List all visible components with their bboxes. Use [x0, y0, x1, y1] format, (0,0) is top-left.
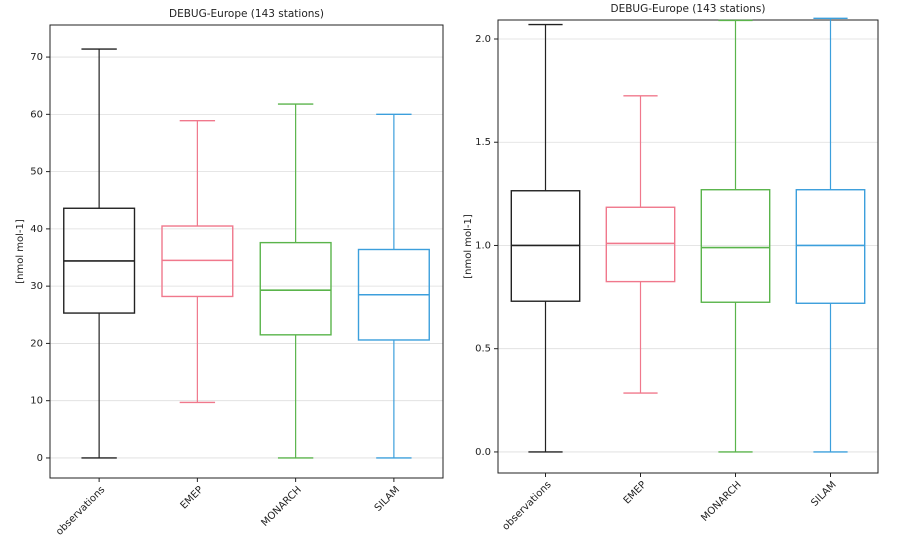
box [161, 225, 234, 298]
x-tick-label: SILAM [809, 479, 838, 508]
chart-title: DEBUG-Europe (143 stations) [611, 3, 766, 15]
plot-frame [497, 19, 879, 474]
y-tick-label: 70 [30, 52, 43, 63]
x-tick-label: EMEP [622, 479, 649, 506]
y-axis-label: [nmol mol-1] [463, 214, 474, 279]
y-tick-label: 0.0 [475, 447, 491, 458]
y-tick-label: 50 [30, 167, 43, 178]
y-tick-label: 0 [37, 453, 43, 464]
y-tick-label: 10 [30, 396, 43, 407]
box [700, 189, 771, 303]
x-tick-label: SILAM [373, 484, 402, 513]
x-tick-label: EMEP [179, 484, 206, 511]
y-tick-label: 0.5 [475, 344, 491, 355]
x-tick-label: observations [500, 479, 553, 532]
box [795, 189, 866, 304]
plot-frame [49, 24, 444, 479]
box [605, 206, 676, 283]
chart-title: DEBUG-Europe (143 stations) [169, 8, 324, 20]
y-tick-label: 1.0 [475, 240, 491, 251]
y-tick-label: 30 [30, 281, 43, 292]
x-tick-label: MONARCH [259, 484, 303, 528]
y-tick-label: 60 [30, 109, 43, 120]
y-tick-label: 2.0 [475, 34, 491, 45]
y-tick-label: 40 [30, 224, 43, 235]
y-tick-label: 20 [30, 338, 43, 349]
y-axis-label: [nmol mol-1] [15, 219, 26, 284]
box [259, 241, 332, 336]
x-tick-label: MONARCH [699, 479, 743, 523]
x-tick-label: observations [54, 484, 107, 535]
y-tick-label: 1.5 [475, 137, 491, 148]
